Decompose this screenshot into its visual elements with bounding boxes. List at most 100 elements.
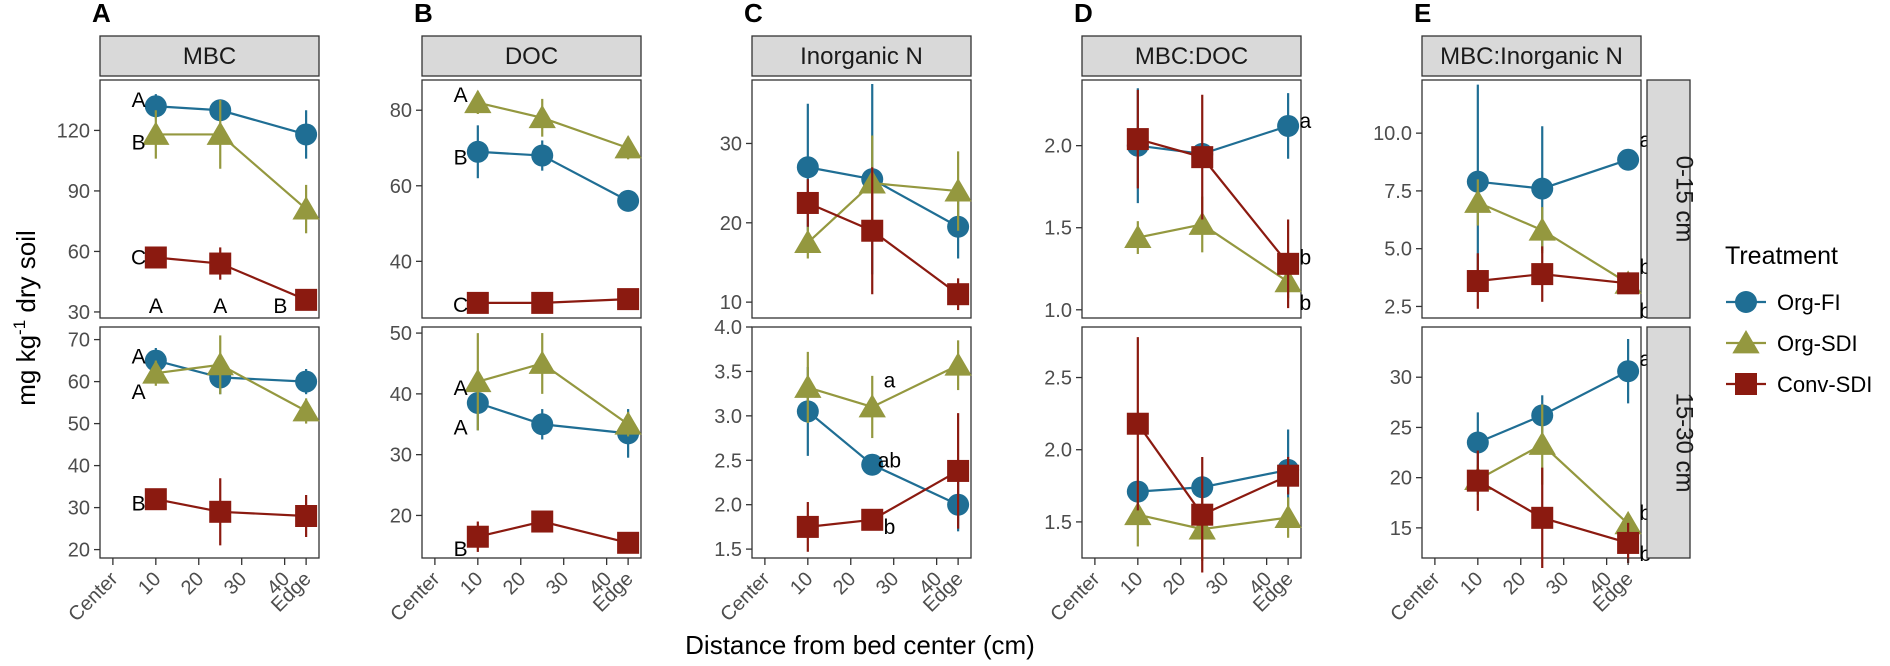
x-tick-label: 10 <box>134 568 165 599</box>
data-point <box>531 510 554 533</box>
significance-label: A <box>454 84 468 107</box>
y-tick-label: 50 <box>390 323 412 345</box>
series-org-sdi <box>464 333 642 437</box>
legend-title: Treatment <box>1725 242 1838 270</box>
facet-row-1: 1.0 1.5 2.0 a bb <box>1044 79 1311 322</box>
significance-label: b <box>1639 300 1651 323</box>
y-tick-label: 30 <box>1390 367 1412 389</box>
row-strip <box>1646 79 1691 319</box>
series-conv-sdi <box>144 246 318 311</box>
data-point <box>206 121 234 145</box>
data-point <box>1531 177 1554 200</box>
y-tick-label: 120 <box>57 120 90 142</box>
data-point <box>292 196 320 220</box>
column-strip <box>421 35 642 77</box>
series-conv-sdi <box>1466 246 1640 309</box>
data-point <box>142 360 170 384</box>
data-point <box>1617 272 1640 295</box>
data-point <box>528 350 556 374</box>
legend-label: Org-FI <box>1777 290 1841 315</box>
data-point <box>295 505 318 527</box>
facet-row-2: 20 30 40 50 60 70 AA B <box>68 326 320 562</box>
data-point <box>1617 531 1640 554</box>
data-point <box>1277 114 1300 137</box>
series-org-fi <box>466 125 640 212</box>
x-tick-label: 20 <box>1159 568 1190 599</box>
x-tick-label: 20 <box>499 568 530 599</box>
legend-key-triangle <box>1732 330 1760 354</box>
series-conv-sdi <box>144 478 318 546</box>
y-tick-label: 60 <box>68 372 90 394</box>
y-tick-label: 20 <box>1390 468 1412 490</box>
data-point <box>1188 211 1216 235</box>
x-tick-label: 10 <box>1116 568 1147 599</box>
facet-row-2: 1.5 2.0 2.5 3.0 3.5 4.0 a ab b <box>714 317 972 561</box>
data-point <box>1124 501 1152 526</box>
data-point <box>947 283 970 306</box>
data-point <box>617 189 640 212</box>
panel-letter: D <box>1074 0 1093 28</box>
data-point <box>1531 506 1554 529</box>
facet-row-2: 1.5 2.0 2.5 <box>1044 326 1302 573</box>
significance-label: b <box>1639 256 1651 279</box>
y-axis-title-suffix: dry soil <box>11 230 41 320</box>
data-point <box>1191 146 1214 169</box>
x-tick-label: Center <box>1046 568 1104 626</box>
column-strip <box>99 35 320 77</box>
data-point <box>144 95 167 118</box>
data-point <box>944 352 972 376</box>
y-tick-label: 3.5 <box>714 361 742 383</box>
y-tick-label: 30 <box>720 133 742 155</box>
series-org-sdi <box>464 89 642 160</box>
significance-label: b <box>1639 543 1651 566</box>
row-strip-label: 15-30 cm <box>1671 392 1698 492</box>
data-point <box>1466 270 1489 293</box>
significance-label: b <box>1299 246 1311 269</box>
significance-label: A <box>454 416 468 439</box>
significance-label: B <box>454 538 468 561</box>
data-point <box>1531 263 1554 286</box>
data-point <box>209 252 232 275</box>
series-conv-sdi <box>1126 337 1300 573</box>
facet-row-1: 40 60 80 A B C <box>390 79 642 319</box>
significance-label: b <box>1639 502 1651 525</box>
y-tick-label: 20 <box>720 213 742 235</box>
data-point <box>944 178 972 202</box>
y-axis-title: mg kg-1 dry soil <box>10 230 41 406</box>
data-point <box>796 515 819 538</box>
column-strip <box>751 35 972 77</box>
data-point <box>464 368 492 393</box>
x-tick-label: Center <box>64 568 122 626</box>
legend-label: Conv-SDI <box>1777 372 1872 397</box>
data-point <box>1528 217 1556 241</box>
data-point <box>614 135 642 159</box>
y-axis-title-prefix: mg kg <box>11 335 41 406</box>
y-tick-label: 10 <box>720 292 742 314</box>
y-tick-label: 60 <box>68 241 90 263</box>
legend-item-org-sdi: Org-SDI <box>1726 330 1858 356</box>
x-tick-label: 20 <box>829 568 860 599</box>
x-tick-label: 20 <box>177 568 208 599</box>
y-tick-label: 40 <box>390 251 412 273</box>
y-tick-label: 1.5 <box>714 539 742 561</box>
y-tick-label: 20 <box>390 505 412 527</box>
column-strip-label: MBC:Inorganic N <box>1440 43 1623 70</box>
data-point <box>796 191 819 214</box>
plot-area <box>1081 79 1302 319</box>
panel-d: D MBC:DOC 1.0 1.5 2.0 a bb 1.5 2.0 2.5 Center 10 20 3… <box>1044 0 1311 626</box>
y-tick-label: 60 <box>390 176 412 198</box>
facet-row-2: 20 30 40 50 AA B <box>390 323 642 561</box>
x-tick-label: 10 <box>786 568 817 599</box>
y-tick-label: 80 <box>390 100 412 122</box>
x-tick-label: 30 <box>220 568 251 599</box>
legend-item-conv-sdi: Conv-SDI <box>1726 372 1872 397</box>
plot-area <box>421 79 642 319</box>
y-tick-label: 3.0 <box>714 406 742 428</box>
data-point <box>206 351 234 376</box>
data-point <box>861 453 884 476</box>
data-point <box>614 411 642 435</box>
panel-letter: C <box>744 0 763 28</box>
column-strip-label: MBC <box>183 43 236 70</box>
